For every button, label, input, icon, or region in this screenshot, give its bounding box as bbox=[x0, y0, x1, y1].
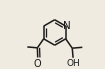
Text: OH: OH bbox=[67, 59, 80, 68]
Text: O: O bbox=[34, 59, 42, 69]
Text: N: N bbox=[63, 21, 71, 31]
